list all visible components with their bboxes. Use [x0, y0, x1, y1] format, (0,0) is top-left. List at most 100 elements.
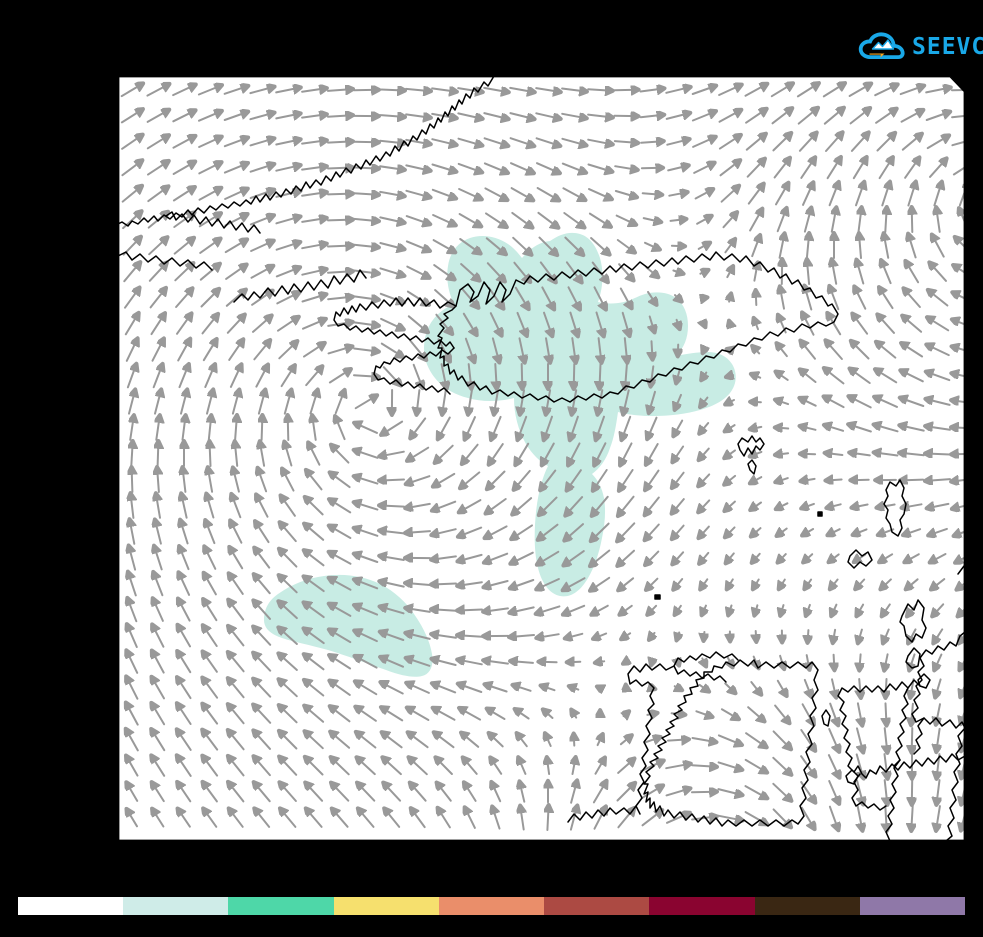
colorbar-segment-2[interactable] — [228, 897, 334, 915]
wind-vector-arrow — [280, 732, 298, 750]
wind-vector-arrow — [305, 551, 325, 567]
wind-vector-arrow — [301, 114, 326, 117]
wind-vector-arrow — [249, 139, 274, 147]
wind-vector-arrow — [301, 269, 325, 274]
wind-vector-arrow — [925, 88, 950, 93]
wind-vector-arrow — [724, 240, 734, 254]
wind-vector-arrow — [665, 764, 690, 768]
wind-vector-arrow — [772, 730, 791, 748]
wind-vector-arrow — [181, 494, 186, 519]
wind-vector-arrow — [652, 340, 653, 358]
wind-vector-arrow — [651, 660, 652, 665]
wind-vector-arrow — [900, 110, 923, 123]
wind-vector-arrow — [621, 442, 633, 464]
wind-vector-arrow — [936, 208, 939, 233]
wind-vector-arrow — [954, 266, 965, 280]
wind-vector-arrow — [745, 732, 766, 747]
wind-vector-arrow — [235, 442, 237, 467]
wind-vector-arrow — [203, 626, 218, 647]
wind-vector-arrow — [327, 297, 352, 299]
wind-vector-arrow — [254, 653, 272, 672]
wind-vector-arrow — [646, 443, 659, 464]
wind-vector-arrow — [752, 527, 762, 536]
wind-vector-arrow — [128, 390, 135, 415]
wind-vector-arrow — [250, 266, 273, 279]
colorbar-segment-8[interactable] — [859, 897, 965, 915]
wind-vector-arrow — [199, 239, 220, 254]
wind-vector-arrow — [154, 547, 163, 571]
wind-vector-arrow — [696, 216, 711, 225]
wind-vector-arrow — [380, 452, 405, 457]
colorbar-segment-4[interactable] — [438, 897, 545, 915]
wind-vector-arrow — [204, 574, 217, 596]
wind-vector-arrow — [884, 234, 888, 259]
wind-vector-arrow — [693, 163, 714, 174]
wind-vector-arrow — [305, 706, 325, 723]
wind-vector-arrow — [128, 573, 137, 597]
wind-vector-arrow — [744, 758, 767, 772]
wind-vector-arrow — [384, 783, 402, 802]
wind-vector-arrow — [127, 625, 138, 648]
colorbar-segment-7[interactable] — [754, 897, 860, 915]
wind-vector-arrow — [857, 727, 863, 751]
wind-vector-arrow — [405, 189, 429, 197]
wind-vector-arrow — [881, 183, 889, 207]
wind-vector-arrow — [203, 678, 219, 699]
wind-vector-arrow — [876, 370, 898, 384]
wind-vector-arrow — [285, 443, 293, 467]
wind-vector-arrow — [203, 730, 219, 751]
wind-vector-arrow — [510, 187, 533, 200]
wind-vector-arrow — [232, 495, 242, 519]
colorbar-segment-0[interactable] — [18, 897, 124, 915]
wind-vector-arrow — [622, 415, 632, 439]
wind-vector-arrow — [172, 136, 194, 149]
wind-vector-arrow — [327, 141, 352, 142]
wind-vector-arrow — [778, 553, 787, 562]
wind-vector-arrow — [353, 349, 378, 352]
wind-vector-arrow — [229, 757, 245, 777]
colorbar-segment-5[interactable] — [544, 897, 650, 915]
wind-vector-arrow — [958, 603, 965, 616]
wind-vector-arrow — [509, 88, 534, 92]
wind-vector-arrow — [382, 733, 403, 749]
wind-vector-arrow — [255, 548, 271, 569]
wind-vector-arrow — [878, 315, 895, 334]
wind-vector-arrow — [126, 365, 136, 389]
wind-vector-arrow — [669, 219, 686, 221]
wind-vector-arrow — [510, 635, 535, 637]
wind-vector-arrow — [645, 496, 660, 515]
wind-vector-map[interactable] — [118, 76, 965, 841]
wind-vector-arrow — [513, 685, 532, 692]
colorbar-segment-6[interactable] — [649, 897, 755, 915]
wind-vector-arrow — [880, 288, 894, 310]
colorbar[interactable] — [18, 897, 965, 915]
wind-vector-arrow — [130, 416, 134, 441]
wind-vector-arrow — [646, 550, 660, 565]
wind-vector-arrow — [904, 289, 921, 308]
wind-vector-arrow — [807, 260, 809, 285]
wind-vector-arrow — [516, 442, 530, 465]
colorbar-segment-3[interactable] — [333, 897, 439, 915]
wind-vector-arrow — [804, 554, 814, 562]
colorbar-segment-1[interactable] — [123, 897, 229, 915]
wind-vector-arrow — [178, 783, 192, 803]
wind-vector-arrow — [901, 480, 925, 481]
wind-vector-arrow — [673, 551, 685, 563]
wind-vector-arrow — [204, 365, 214, 388]
wind-vector-arrow — [198, 163, 220, 175]
wind-vector-arrow — [229, 365, 241, 388]
wind-vector-arrow — [458, 635, 483, 637]
wind-vector-arrow — [432, 634, 457, 638]
wind-vector-arrow — [380, 505, 405, 506]
wind-vector-arrow — [254, 705, 272, 724]
wind-vector-arrow — [458, 213, 481, 226]
wind-vector-arrow — [859, 653, 860, 669]
wind-vector-arrow — [639, 115, 664, 117]
wind-vector-arrow — [301, 88, 326, 91]
wind-vector-arrow — [249, 87, 273, 95]
wind-vector-arrow — [674, 578, 684, 589]
wind-vector-arrow — [952, 427, 965, 428]
wind-vector-arrow — [927, 372, 951, 382]
wind-vector-arrow — [249, 164, 274, 173]
wind-vector-arrow — [718, 110, 741, 123]
